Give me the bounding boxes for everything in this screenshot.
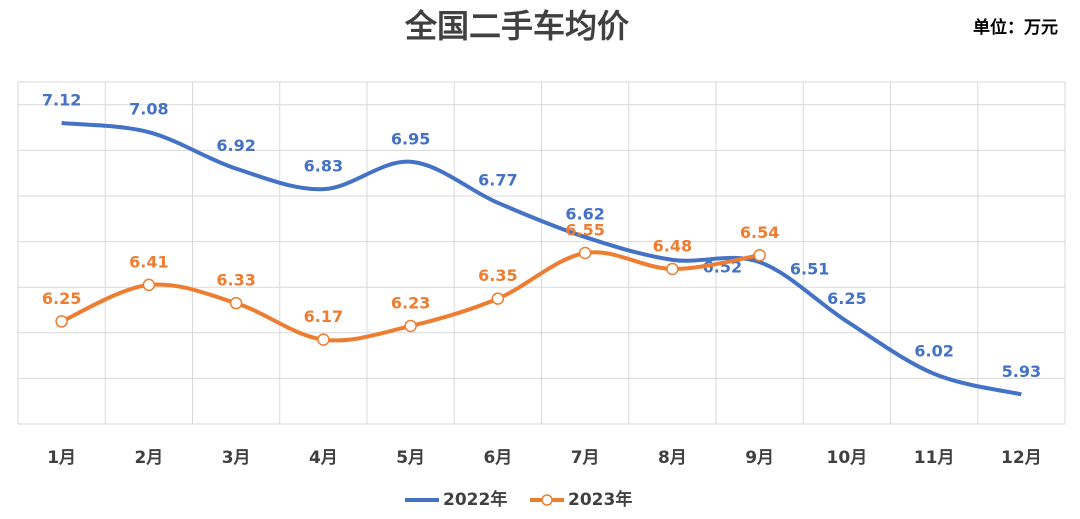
point-marker bbox=[229, 296, 243, 310]
x-tick-label: 12月 bbox=[1001, 448, 1042, 468]
x-tick-label: 8月 bbox=[658, 448, 687, 468]
data-label: 6.25 bbox=[42, 289, 81, 308]
x-tick-label: 3月 bbox=[222, 448, 251, 468]
point-marker bbox=[491, 292, 505, 305]
point-marker bbox=[317, 333, 330, 346]
legend-label: 2023年 bbox=[568, 489, 632, 510]
point-marker bbox=[142, 278, 156, 292]
data-label: 6.41 bbox=[129, 252, 168, 271]
data-label: 6.51 bbox=[790, 260, 829, 279]
point-marker bbox=[55, 315, 68, 328]
data-label: 7.08 bbox=[129, 100, 168, 119]
chart-title: 全国二手车均价 bbox=[404, 7, 629, 45]
data-label: 6.33 bbox=[216, 271, 255, 290]
x-tick-label: 5月 bbox=[396, 448, 425, 468]
legend-label: 2022年 bbox=[443, 489, 507, 510]
data-label: 6.92 bbox=[216, 136, 255, 155]
x-tick-label: 10月 bbox=[827, 448, 868, 468]
x-tick-label: 1月 bbox=[47, 448, 76, 468]
data-label: 7.12 bbox=[42, 91, 81, 110]
data-label: 6.62 bbox=[565, 205, 604, 224]
x-tick-label: 7月 bbox=[571, 448, 600, 468]
x-tick-label: 2月 bbox=[134, 448, 163, 468]
x-tick-label: 4月 bbox=[309, 448, 338, 468]
data-label: 6.48 bbox=[653, 236, 692, 255]
unit-label: 单位：万元 bbox=[973, 17, 1058, 38]
data-label: 6.54 bbox=[740, 223, 779, 242]
point-marker bbox=[753, 249, 766, 262]
point-marker bbox=[578, 246, 592, 260]
data-label: 6.95 bbox=[391, 129, 430, 148]
x-tick-label: 6月 bbox=[483, 448, 512, 468]
data-label: 6.17 bbox=[304, 307, 343, 326]
data-label: 6.55 bbox=[565, 221, 604, 240]
data-label: 6.23 bbox=[391, 293, 430, 312]
x-tick-label: 11月 bbox=[914, 448, 955, 468]
point-marker bbox=[404, 319, 417, 333]
data-label: 6.35 bbox=[478, 266, 517, 285]
legend-marker bbox=[541, 494, 553, 506]
data-label: 6.25 bbox=[827, 289, 866, 308]
x-tick-label: 9月 bbox=[745, 448, 774, 468]
data-label: 6.77 bbox=[478, 170, 517, 189]
point-marker bbox=[666, 262, 679, 276]
data-label: 5.93 bbox=[1002, 362, 1041, 381]
data-label: 6.83 bbox=[304, 157, 343, 176]
series-line bbox=[61, 121, 1022, 397]
data-label: 6.02 bbox=[914, 341, 953, 360]
